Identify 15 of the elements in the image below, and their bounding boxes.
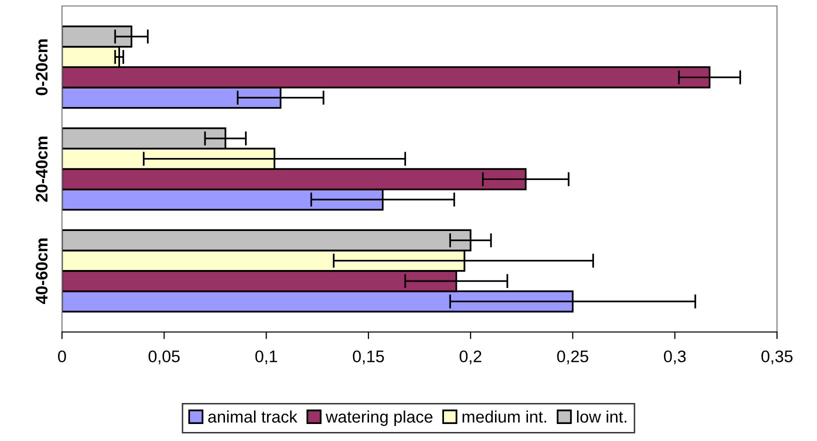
- y-tick-label: 0-20cm: [36, 39, 48, 96]
- x-tick-label: 0,25: [557, 350, 588, 364]
- x-tick-label: 0,3: [664, 350, 686, 364]
- y-tick-label: 20-40cm: [36, 136, 48, 202]
- x-tick-label: 0,05: [148, 350, 180, 364]
- x-tick-label: 0: [58, 350, 66, 362]
- legend-label: watering place: [326, 410, 432, 426]
- x-tick-label: 0,1: [255, 350, 278, 364]
- x-tick-label: 0,35: [761, 350, 793, 364]
- legend-label: medium int.: [462, 410, 546, 423]
- legend-label: animal track: [208, 410, 298, 423]
- y-tick-label: 40-60cm: [36, 238, 48, 304]
- x-tick-label: 0,2: [460, 350, 482, 364]
- legend-label: low int.: [577, 410, 626, 423]
- x-tick-label: 0,15: [352, 350, 384, 364]
